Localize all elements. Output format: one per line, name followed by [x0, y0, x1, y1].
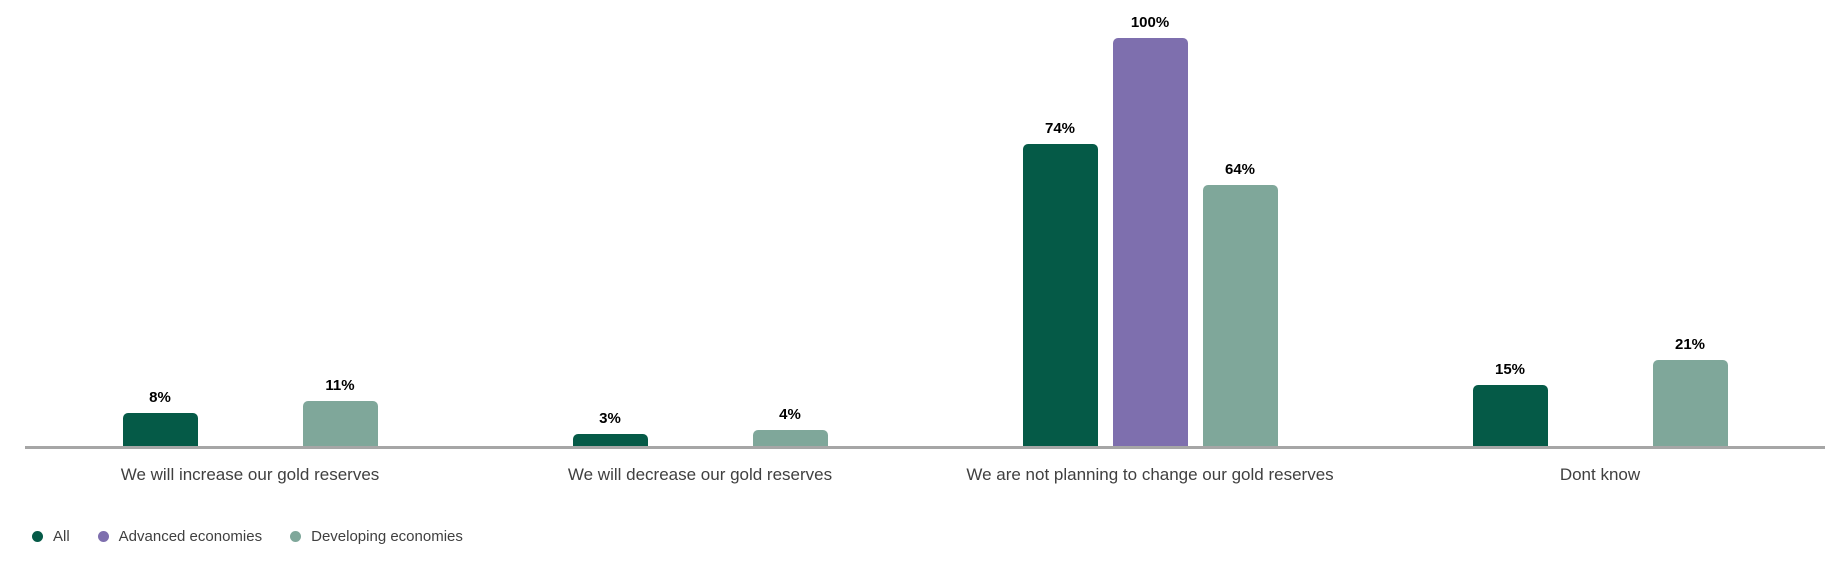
- bar-value-label: 74%: [1044, 120, 1076, 138]
- bar-value-label: 21%: [1674, 336, 1706, 354]
- legend-label: All: [53, 527, 70, 545]
- bar-value-label: 64%: [1224, 160, 1256, 178]
- legend-item-developing-economies: Developing economies: [290, 525, 463, 547]
- bar-value-label: 4%: [779, 405, 801, 423]
- legend-label: Developing economies: [311, 527, 463, 545]
- plot-area: 8% 11% 3% 4% 74% 100% 64% 15% 21%: [25, 0, 1825, 446]
- category-label-1: We will decrease our gold reserves: [567, 465, 833, 484]
- bar-value-label: 11%: [325, 377, 355, 395]
- bar-developing-economies-1: [752, 429, 828, 446]
- bar-all-3: [1472, 384, 1548, 446]
- bar-developing-economies-0: [302, 401, 378, 446]
- legend-item-advanced-economies: Advanced economies: [97, 525, 263, 547]
- bar-value-label: 8%: [149, 389, 171, 407]
- legend-label: Advanced economies: [118, 527, 263, 545]
- bar-all-2: [1022, 144, 1098, 446]
- bar-developing-economies-3: [1652, 360, 1728, 446]
- bar-developing-economies-2: [1202, 184, 1278, 446]
- category-label-3: Dont know: [1559, 465, 1641, 484]
- legend-dot-all: [32, 530, 43, 542]
- bar-value-label: 100%: [1130, 14, 1170, 31]
- bar-value-label: 3%: [599, 409, 621, 427]
- x-axis-line: [25, 446, 1825, 449]
- legend-dot-developing-economies: [290, 530, 302, 542]
- legend-dot-advanced-economies: [97, 530, 109, 542]
- legend: All Advanced economies Developing economie…: [32, 525, 463, 547]
- bar-all-0: [122, 413, 198, 446]
- category-label-0: We will increase our gold reserves: [120, 465, 380, 484]
- bar-all-1: [572, 433, 648, 446]
- category-label-2: We are not planning to change our gold r…: [966, 465, 1334, 484]
- legend-item-all: All: [32, 525, 70, 547]
- bar-advanced-economies-2: [1112, 38, 1188, 446]
- bar-value-label: 15%: [1494, 360, 1526, 378]
